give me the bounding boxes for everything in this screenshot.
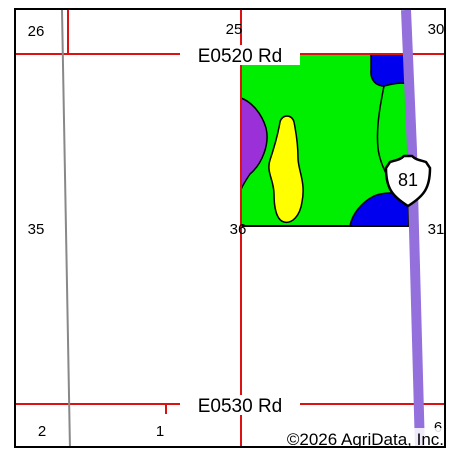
road-name-north: E0520 Rd — [198, 46, 283, 67]
map-frame[interactable]: 81 E0520 Rd E0530 Rd 26 25 30 35 36 31 2… — [14, 8, 446, 448]
section-label-1: 1 — [156, 423, 164, 440]
highway-81-shield[interactable]: 81 — [384, 154, 432, 208]
shield-icon — [384, 154, 432, 208]
highway-number: 81 — [398, 170, 418, 190]
highway-81-line — [401, 10, 425, 446]
road-label-north: E0520 Rd — [180, 45, 300, 67]
copyright-text: ©2026 AgriData, Inc. — [287, 430, 444, 448]
soil-zone-purple — [240, 96, 268, 191]
section-label-30: 30 — [428, 21, 445, 38]
section-label-31: 31 — [428, 221, 445, 238]
field-parcel[interactable] — [240, 53, 410, 227]
road-label-south: E0530 Rd — [180, 395, 300, 417]
section-label-2: 2 — [38, 423, 46, 440]
county-road-line — [61, 10, 71, 446]
section-label-6: 6 — [434, 419, 442, 436]
section-label-26: 26 — [28, 23, 45, 40]
map-canvas[interactable]: 81 E0520 Rd E0530 Rd 26 25 30 35 36 31 2… — [16, 10, 446, 448]
copyright-backdrop — [242, 428, 444, 446]
section-label-35: 35 — [28, 221, 45, 238]
section-label-25: 25 — [226, 21, 243, 38]
section-label-36: 36 — [230, 221, 247, 238]
soil-zone-yellow — [268, 115, 304, 224]
road-name-south: E0530 Rd — [198, 396, 283, 417]
